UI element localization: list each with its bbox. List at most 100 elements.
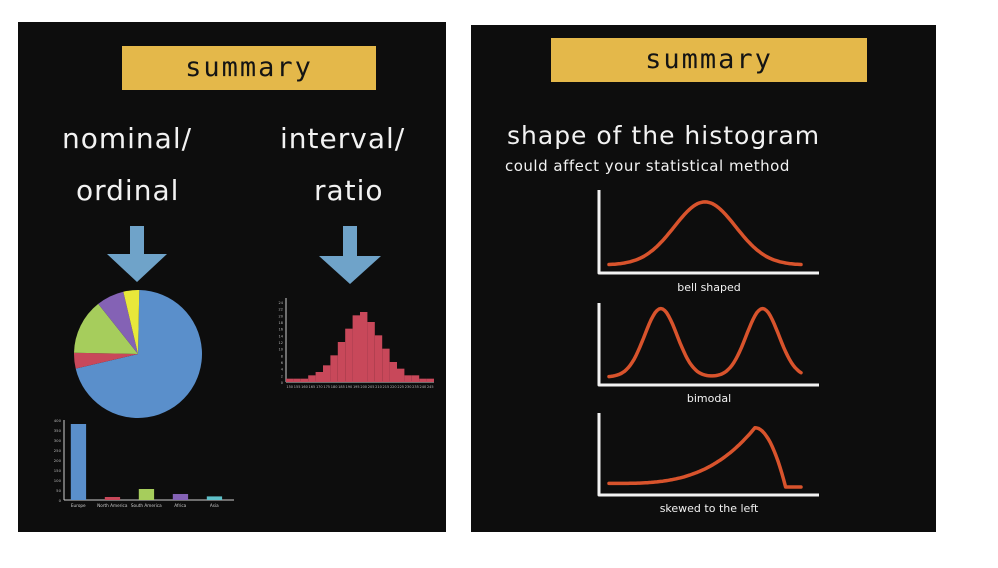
left-chalkboard: summary nominal/ ordinal interval/ ratio…	[18, 22, 446, 532]
hist-xtick-label: 240	[420, 385, 427, 389]
hist-xtick-label: 155	[294, 385, 301, 389]
skewed-left-curve	[607, 425, 803, 489]
bar-ytick-label: 300	[54, 438, 62, 443]
hist-ytick-label: 14	[279, 334, 284, 338]
heading-nominal: nominal/	[62, 122, 193, 155]
hist-bar	[300, 378, 309, 382]
bar-ytick-label: 0	[59, 498, 62, 503]
bar-ytick-label: 250	[54, 448, 62, 453]
hist-xtick-label: 165	[309, 385, 316, 389]
hist-ytick-label: 10	[279, 348, 283, 352]
hist-bar	[411, 375, 420, 382]
hist-bar	[367, 322, 375, 382]
heading-interval: interval/	[280, 122, 406, 155]
hist-ytick-label: 24	[279, 301, 284, 305]
hist-ytick-label: 0	[281, 381, 283, 385]
arrow-down-icon	[319, 226, 381, 284]
hist-xtick-label: 150	[286, 385, 293, 389]
caption-bimodal: bimodal	[686, 392, 732, 405]
bar-category-label: Europe	[71, 503, 86, 508]
hist-bar	[382, 348, 390, 382]
bar-category-label: South America	[131, 503, 162, 508]
hist-ytick-label: 8	[281, 354, 283, 358]
hist-xtick-label: 190	[346, 385, 353, 389]
hist-ytick-label: 4	[281, 368, 284, 372]
bell-curve	[607, 200, 803, 267]
hist-bar	[419, 378, 427, 382]
hist-xtick-label: 215	[383, 385, 390, 389]
curve-axes	[597, 303, 819, 387]
hist-bar	[345, 328, 353, 382]
heading-ordinal: ordinal	[76, 174, 180, 207]
hist-xtick-label: 175	[323, 385, 330, 389]
hist-xtick-label: 180	[331, 385, 338, 389]
hist-bar	[404, 375, 412, 382]
hist-bar	[352, 315, 360, 382]
hist-ytick-label: 16	[279, 328, 283, 332]
hist-xtick-label: 200	[360, 385, 367, 389]
curve-axes	[597, 413, 819, 497]
pie-slice	[74, 303, 138, 354]
bar-category-label: North America	[97, 503, 128, 508]
hist-xtick-label: 220	[390, 385, 397, 389]
right-summary-banner: summary	[551, 38, 867, 82]
bar-ytick-label: 100	[54, 478, 62, 483]
hist-xtick-label: 170	[316, 385, 323, 389]
bar	[104, 497, 121, 500]
pie-slice	[75, 290, 202, 418]
histogram-shape-title: shape of the histogram	[507, 121, 821, 150]
bar-ytick-label: 50	[56, 488, 61, 493]
pie-chart	[74, 290, 202, 418]
bar	[138, 489, 155, 500]
hist-bar	[337, 342, 346, 382]
heading-ratio: ratio	[314, 174, 384, 207]
hist-xtick-label: 230	[405, 385, 412, 389]
hist-bar	[323, 365, 331, 382]
bar	[70, 424, 87, 500]
left-arrows	[107, 226, 381, 284]
pie-slice	[123, 290, 140, 354]
hist-bar	[360, 312, 368, 382]
hist-bar	[330, 355, 338, 382]
hist-bar	[315, 372, 323, 382]
left-summary-banner: summary	[122, 46, 376, 90]
bar-ytick-label: 150	[54, 468, 62, 473]
right-chalkboard: summary shape of the histogram could aff…	[471, 25, 936, 532]
hist-xtick-label: 235	[412, 385, 419, 389]
hist-xtick-label: 205	[368, 385, 375, 389]
histogram-shape-subtitle: could affect your statistical method	[505, 157, 790, 175]
caption-skewed-left: skewed to the left	[659, 502, 759, 515]
hist-bar	[397, 368, 405, 382]
hist-ytick-label: 20	[279, 314, 283, 318]
hist-bar	[374, 335, 383, 382]
arrow-down-icon	[107, 226, 167, 282]
pie-slice	[98, 291, 138, 354]
hist-bar	[293, 378, 301, 382]
hist-ytick-label: 2	[281, 374, 283, 378]
hist-ytick-label: 12	[279, 341, 283, 345]
caption-bell-shaped: bell shaped	[677, 281, 741, 294]
hist-xtick-label: 210	[375, 385, 382, 389]
bar-ytick-label: 200	[54, 458, 62, 463]
hist-bar	[389, 362, 397, 382]
pie-slice	[74, 352, 138, 369]
hist-bar	[286, 378, 294, 382]
hist-bar	[426, 378, 434, 382]
hist-ytick-label: 22	[279, 308, 283, 312]
hist-bar	[308, 375, 316, 382]
hist-xtick-label: 245	[427, 385, 434, 389]
curve-axes	[597, 190, 819, 275]
bar	[206, 496, 223, 500]
hist-ytick-label: 18	[279, 321, 283, 325]
hist-xtick-label: 225	[397, 385, 404, 389]
bar-ytick-label: 350	[54, 428, 62, 433]
shape-curves	[597, 190, 819, 497]
hist-xtick-label: 160	[301, 385, 308, 389]
bar-ytick-label: 400	[54, 418, 62, 423]
bar-category-label: Asia	[210, 503, 219, 508]
hist-xtick-label: 195	[353, 385, 360, 389]
hist-ytick-label: 6	[281, 361, 283, 365]
bar-category-label: Africa	[174, 503, 186, 508]
continent-bar-chart: Europe North America South America Africa As…	[54, 418, 234, 508]
